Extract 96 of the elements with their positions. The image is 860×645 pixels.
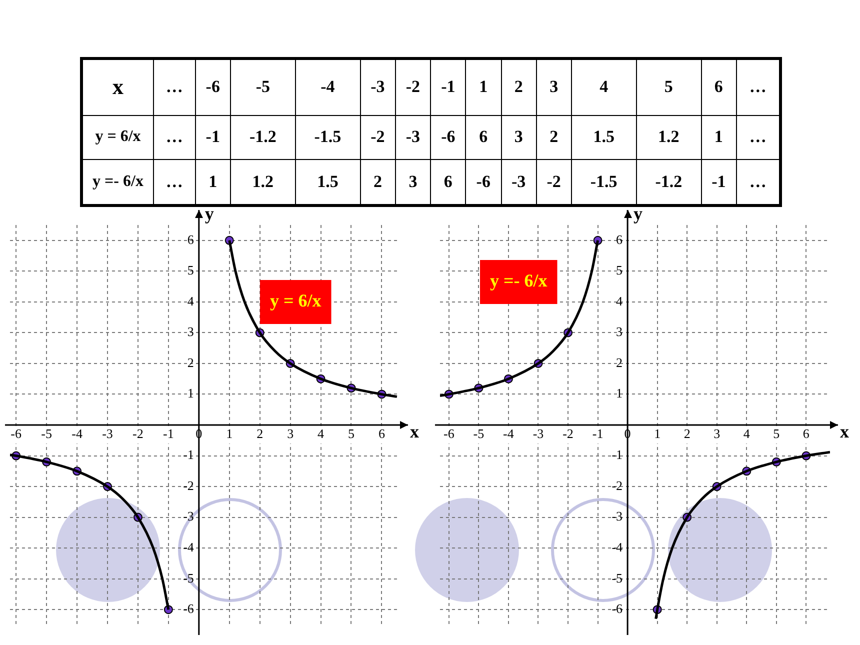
category-label: … [154,58,196,116]
y-tick-label: -3 [183,508,194,524]
y-tick-label: -4 [183,540,194,554]
category-label: y = 6/x [95,128,141,146]
text: -3 [406,127,420,146]
y-tick-label: -6 [612,601,624,616]
text: … [166,172,183,191]
x-tick-label: -1 [592,426,604,442]
category-label: 2 [501,58,536,116]
text: -2 [370,127,385,146]
category-label: -5 [230,58,296,116]
y-tick-label: -1 [612,447,623,462]
x-tick-label: 6 [378,426,386,442]
text: -1.2 [655,172,682,191]
y-tick-label: -5 [183,570,194,586]
x-tick-label: -5 [473,426,484,442]
x-axis-title: x [840,422,849,442]
text: 2 [550,127,558,146]
x-tick-label: 4 [318,426,325,442]
text: 1.5 [317,172,338,191]
y-tick-label: 3 [187,324,194,340]
text: … [166,127,183,146]
x-axis-title: x [410,422,419,442]
text: -1.2 [249,127,276,146]
x-tick-label: 3 [714,426,720,442]
y-tick-label: 5 [187,262,194,278]
y-tick-label: -2 [183,478,194,493]
y-tick-label: -6 [183,601,194,616]
y-tick-label: 3 [616,324,623,340]
text: -1.5 [590,172,618,191]
y-tick-label: 4 [616,293,624,308]
x-tick-label: 2 [256,426,264,442]
text: 2 [373,172,382,191]
x-tick-label: 1 [654,426,661,442]
y-tick-label: 6 [616,232,624,247]
y-tick-label: 2 [187,354,194,370]
y-tick-label: -4 [612,540,624,554]
annotation: y =- 6/x [490,270,548,291]
text: 1.5 [593,127,614,146]
y-tick-label: 4 [187,293,194,308]
text: 1.2 [658,127,680,146]
category-label: -4 [295,58,360,116]
text: -6 [476,172,490,191]
x-tick-label: -5 [41,426,52,442]
y-axis-title: y [634,204,643,224]
text: 1.2 [252,172,274,191]
category-label: 3 [536,58,572,116]
y-tick-label: -5 [612,570,623,586]
y-tick-label: 1 [616,386,623,401]
x-tick-label: -1 [163,426,174,442]
x-tick-label: 2 [684,426,690,442]
text: 6 [444,172,452,191]
y-axis-title: y [204,204,214,224]
x-tick-label: -3 [532,426,544,442]
x-tick-label: -4 [503,426,514,442]
text: -1 [712,172,726,191]
x-tick-label: -3 [102,426,113,442]
x-tick-label: 1 [226,426,233,442]
x-tick-label: -2 [132,426,144,442]
x-tick-label: 3 [287,426,294,442]
text: -1.5 [314,127,342,146]
annotation: y = 6/x [270,290,322,311]
y-tick-label: -3 [612,508,623,524]
x-tick-label: -4 [72,426,83,442]
text: 3 [408,172,418,191]
x-tick-label: 4 [743,426,750,442]
text: 6 [479,127,488,146]
text: -2 [546,172,561,191]
text: … [749,172,766,191]
y-tick-label: 6 [187,232,194,247]
x-tick-label: 5 [348,426,354,442]
text: -6 [441,127,456,146]
text: -3 [512,172,526,191]
x-tick-label: -6 [10,426,22,442]
x-tick-label: 5 [773,426,780,442]
x-tick-label: -6 [444,426,455,442]
text: 3 [514,127,523,146]
y-tick-label: 2 [616,354,623,370]
text: 1 [208,172,218,191]
y-tick-label: 1 [187,386,194,401]
category-label: y =- 6/x [92,172,144,190]
text: 1 [714,127,723,146]
category-label: 1 [466,58,501,116]
x-tick-label: 6 [802,426,810,442]
category-label: -1 [430,58,466,116]
y-tick-label: -2 [612,478,623,493]
category-label: … [736,58,780,116]
y-tick-label: -1 [183,447,194,462]
x-tick-label: -2 [562,426,574,442]
category-label: -3 [360,58,396,116]
category-label: 6 [701,58,736,116]
y-tick-label: 5 [616,262,623,278]
category-label: -2 [395,58,431,116]
text: x [82,58,154,116]
text: -1 [206,127,220,146]
text: … [749,127,766,146]
